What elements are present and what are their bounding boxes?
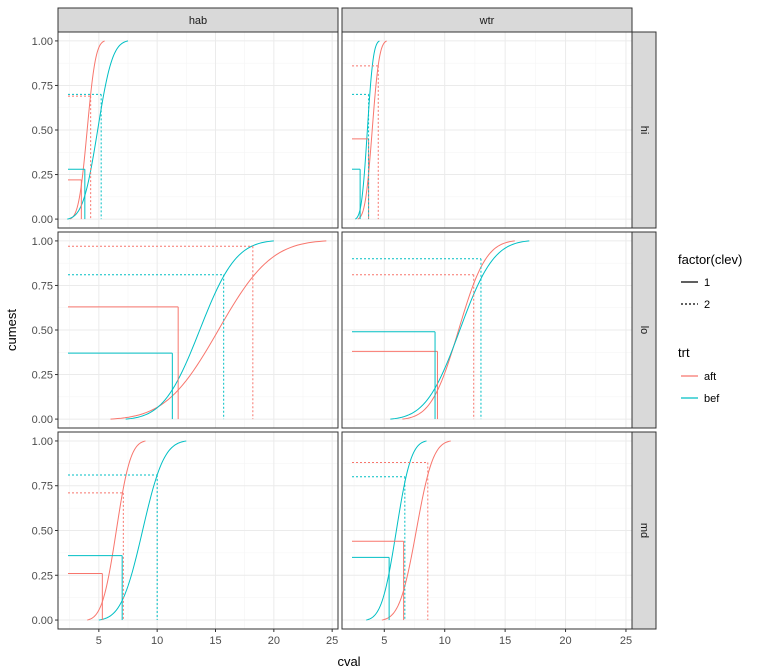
y-tick-label: 1.00	[32, 436, 53, 448]
legend: factor(clev) 1 2 trt aft bef	[678, 252, 742, 405]
legend-title-trt: trt	[678, 345, 690, 360]
y-tick-label: 1.00	[32, 36, 53, 48]
strip-row-md	[631, 431, 657, 630]
strip-label-wtr: wtr	[479, 15, 495, 27]
cdf-curve-aft	[110, 240, 327, 420]
strip-row-lo	[631, 231, 657, 429]
legend-title-clev: factor(clev)	[678, 252, 742, 267]
x-tick-label: 10	[151, 635, 163, 647]
x-tick-label: 5	[381, 635, 387, 647]
x-tick-label: 25	[620, 635, 632, 647]
cdf-curve-bef	[67, 40, 129, 220]
y-tick-label: 0.00	[32, 214, 53, 226]
legend-label-trt-bef: bef	[704, 393, 720, 405]
strip-col-hab	[57, 7, 339, 33]
x-tick-label: 25	[326, 635, 338, 647]
strip-label-hab: hab	[189, 15, 207, 27]
cdf-curve-bef	[355, 40, 380, 220]
y-axis-title: cumest	[4, 309, 19, 351]
y-tick-label: 0.75	[32, 80, 53, 92]
cdf-curve-aft	[69, 40, 105, 220]
strip-row-hi	[631, 31, 657, 229]
legend-label-clev-1: 1	[704, 277, 710, 289]
panel-wtr-md	[352, 440, 451, 621]
panel-wtr-lo	[352, 240, 530, 420]
y-tick-label: 1.00	[32, 236, 53, 248]
panel-border	[341, 231, 633, 429]
x-tick-label: 20	[268, 635, 280, 647]
y-tick-label: 0.50	[32, 325, 53, 337]
cdf-curve-bef	[390, 240, 530, 420]
strip-label-lo: lo	[638, 326, 650, 335]
panel-border	[341, 31, 633, 229]
strip-col-wtr	[341, 7, 633, 33]
cdf-curve-aft	[357, 40, 387, 220]
y-tick-label: 0.75	[32, 481, 53, 493]
y-tick-label: 0.25	[32, 370, 53, 382]
x-tick-label: 5	[96, 635, 102, 647]
y-tick-label: 0.25	[32, 570, 53, 582]
y-tick-label: 0.00	[32, 615, 53, 627]
y-tick-label: 0.25	[32, 170, 53, 182]
x-axis-title: cval	[337, 654, 360, 669]
x-tick-label: 15	[499, 635, 511, 647]
x-tick-label: 20	[559, 635, 571, 647]
legend-label-trt-aft: aft	[704, 371, 716, 383]
panel-border	[341, 431, 633, 630]
panel-hab-lo	[68, 240, 327, 420]
x-tick-label: 15	[209, 635, 221, 647]
strip-label-md: md	[638, 523, 650, 538]
strip-label-hi: hi	[638, 126, 650, 135]
panel-wtr-hi	[352, 40, 387, 220]
cdf-curve-bef	[125, 240, 274, 420]
y-tick-label: 0.00	[32, 414, 53, 426]
cdf-curve-aft	[381, 440, 451, 621]
cdf-curve-bef	[366, 440, 427, 621]
panel-hab-hi	[67, 40, 129, 220]
cdf-curve-aft	[87, 440, 146, 621]
cdf-curve-aft	[402, 240, 515, 420]
y-tick-label: 0.50	[32, 526, 53, 538]
y-tick-label: 0.50	[32, 125, 53, 137]
y-tick-label: 0.75	[32, 280, 53, 292]
cdf-curve-bef	[98, 440, 187, 621]
x-tick-label: 10	[439, 635, 451, 647]
panel-hab-md	[68, 440, 187, 621]
legend-label-clev-2: 2	[704, 299, 710, 311]
